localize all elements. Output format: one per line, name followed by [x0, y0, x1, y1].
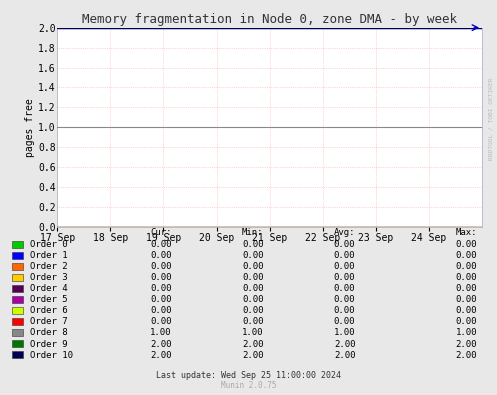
- Text: 0.00: 0.00: [456, 318, 477, 326]
- Text: Order 1: Order 1: [30, 251, 68, 260]
- Text: 0.00: 0.00: [456, 240, 477, 249]
- Text: 2.00: 2.00: [456, 340, 477, 348]
- Text: 0.00: 0.00: [242, 240, 263, 249]
- Text: 0.00: 0.00: [150, 318, 171, 326]
- Text: 0.00: 0.00: [242, 251, 263, 260]
- Text: 2.00: 2.00: [150, 340, 171, 348]
- Text: Order 0: Order 0: [30, 240, 68, 249]
- Text: 2.00: 2.00: [242, 351, 263, 359]
- Text: 0.00: 0.00: [150, 240, 171, 249]
- Text: 0.00: 0.00: [456, 295, 477, 304]
- Text: Order 7: Order 7: [30, 318, 68, 326]
- Text: 0.00: 0.00: [242, 318, 263, 326]
- Text: 0.00: 0.00: [334, 251, 355, 260]
- Text: 2.00: 2.00: [150, 351, 171, 359]
- Text: 0.00: 0.00: [242, 273, 263, 282]
- Text: Avg:: Avg:: [334, 228, 355, 237]
- Text: 0.00: 0.00: [334, 284, 355, 293]
- Text: Order 10: Order 10: [30, 351, 73, 359]
- Text: Last update: Wed Sep 25 11:00:00 2024: Last update: Wed Sep 25 11:00:00 2024: [156, 371, 341, 380]
- Text: 0.00: 0.00: [456, 284, 477, 293]
- Text: Order 8: Order 8: [30, 329, 68, 337]
- Title: Memory fragmentation in Node 0, zone DMA - by week: Memory fragmentation in Node 0, zone DMA…: [82, 13, 457, 26]
- Text: 0.00: 0.00: [242, 284, 263, 293]
- Text: Max:: Max:: [456, 228, 477, 237]
- Text: 0.00: 0.00: [242, 295, 263, 304]
- Text: 0.00: 0.00: [334, 262, 355, 271]
- Text: 0.00: 0.00: [334, 273, 355, 282]
- Text: Order 9: Order 9: [30, 340, 68, 348]
- Text: 0.00: 0.00: [334, 295, 355, 304]
- Text: 0.00: 0.00: [150, 262, 171, 271]
- Text: 0.00: 0.00: [334, 307, 355, 315]
- Text: Order 3: Order 3: [30, 273, 68, 282]
- Text: 1.00: 1.00: [150, 329, 171, 337]
- Text: Order 6: Order 6: [30, 307, 68, 315]
- Y-axis label: pages free: pages free: [25, 98, 35, 157]
- Text: 0.00: 0.00: [334, 240, 355, 249]
- Text: Munin 2.0.75: Munin 2.0.75: [221, 381, 276, 390]
- Text: 1.00: 1.00: [242, 329, 263, 337]
- Text: 0.00: 0.00: [150, 284, 171, 293]
- Text: Order 5: Order 5: [30, 295, 68, 304]
- Text: 0.00: 0.00: [456, 262, 477, 271]
- Text: 0.00: 0.00: [150, 295, 171, 304]
- Text: 0.00: 0.00: [456, 273, 477, 282]
- Text: 1.00: 1.00: [334, 329, 355, 337]
- Text: 2.00: 2.00: [334, 351, 355, 359]
- Text: Min:: Min:: [242, 228, 263, 237]
- Text: 1.00: 1.00: [456, 329, 477, 337]
- Text: 2.00: 2.00: [334, 340, 355, 348]
- Text: 0.00: 0.00: [150, 273, 171, 282]
- Text: Order 4: Order 4: [30, 284, 68, 293]
- Text: 0.00: 0.00: [150, 307, 171, 315]
- Text: 0.00: 0.00: [242, 262, 263, 271]
- Text: 0.00: 0.00: [456, 307, 477, 315]
- Text: RRDTOOL / TOBI OETIKER: RRDTOOL / TOBI OETIKER: [489, 77, 494, 160]
- Text: 0.00: 0.00: [334, 318, 355, 326]
- Text: 2.00: 2.00: [456, 351, 477, 359]
- Text: 0.00: 0.00: [456, 251, 477, 260]
- Text: Cur:: Cur:: [150, 228, 171, 237]
- Text: 0.00: 0.00: [242, 307, 263, 315]
- Text: 2.00: 2.00: [242, 340, 263, 348]
- Text: 0.00: 0.00: [150, 251, 171, 260]
- Text: Order 2: Order 2: [30, 262, 68, 271]
